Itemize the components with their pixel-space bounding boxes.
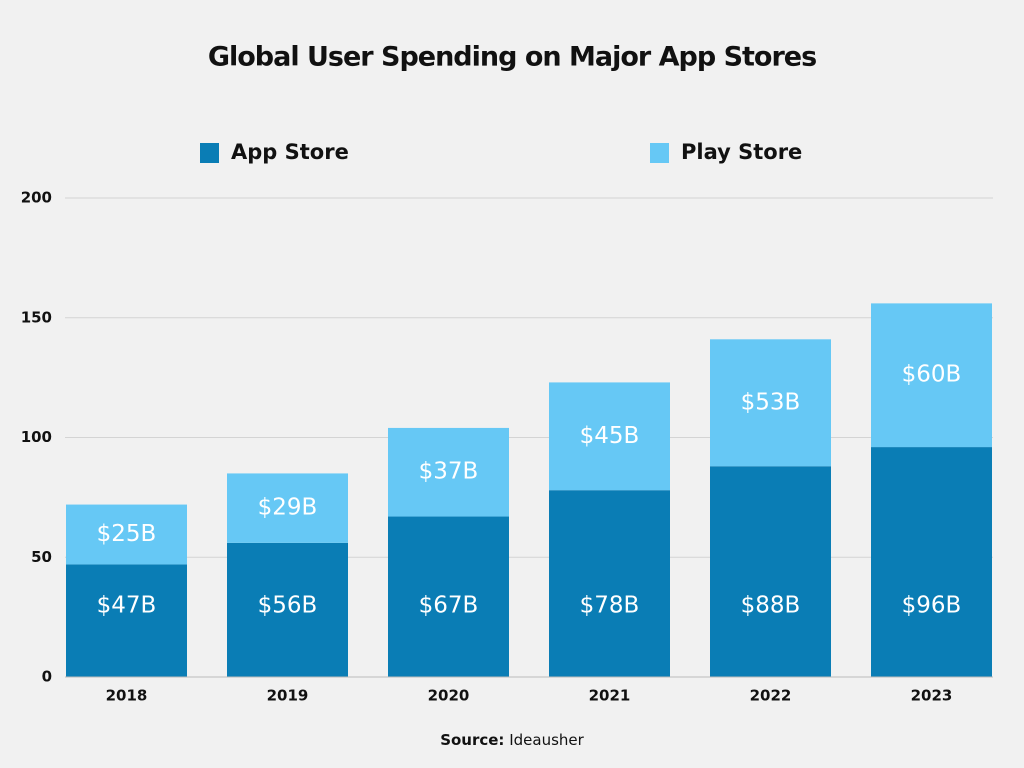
x-tick-label: 2018 bbox=[106, 687, 148, 705]
source-text: Ideausher bbox=[509, 731, 584, 749]
value-label: $88B bbox=[741, 593, 801, 619]
x-tick-label: 2021 bbox=[589, 687, 631, 705]
value-label: $96B bbox=[902, 593, 962, 619]
source-label: Source: bbox=[440, 731, 504, 749]
x-tick-label: 2022 bbox=[750, 687, 792, 705]
x-tick-label: 2023 bbox=[911, 687, 953, 705]
bar bbox=[549, 382, 670, 491]
bar bbox=[549, 490, 670, 677]
y-tick-label: 0 bbox=[42, 668, 52, 686]
legend-swatch bbox=[650, 143, 669, 163]
value-label: $78B bbox=[580, 593, 640, 619]
value-label: $37B bbox=[419, 459, 479, 485]
value-label: $67B bbox=[419, 593, 479, 619]
source: Source: Ideausher bbox=[440, 731, 584, 749]
legend-swatch bbox=[200, 143, 219, 163]
value-label: $56B bbox=[258, 593, 318, 619]
y-tick-label: 100 bbox=[21, 428, 52, 446]
bar bbox=[227, 542, 348, 677]
value-label: $25B bbox=[97, 521, 157, 547]
value-label: $47B bbox=[97, 593, 157, 619]
y-tick-label: 200 bbox=[21, 189, 52, 207]
bar bbox=[388, 516, 509, 677]
bar bbox=[66, 504, 187, 565]
chart-title: Global User Spending on Major App Stores bbox=[208, 42, 816, 73]
y-tick-label: 50 bbox=[31, 548, 52, 566]
x-tick-label: 2019 bbox=[267, 687, 309, 705]
bar bbox=[710, 339, 831, 467]
bar bbox=[227, 473, 348, 543]
bar bbox=[871, 303, 992, 448]
value-label: $29B bbox=[258, 495, 318, 521]
value-label: $53B bbox=[741, 389, 801, 415]
bar bbox=[871, 447, 992, 677]
y-tick-label: 150 bbox=[21, 308, 52, 326]
legend-label: App Store bbox=[231, 140, 349, 164]
bar bbox=[66, 564, 187, 677]
bar bbox=[388, 427, 509, 517]
value-label: $45B bbox=[580, 423, 640, 449]
bar bbox=[710, 466, 831, 677]
value-label: $60B bbox=[902, 362, 962, 388]
x-tick-label: 2020 bbox=[428, 687, 470, 705]
legend-label: Play Store bbox=[681, 140, 802, 164]
